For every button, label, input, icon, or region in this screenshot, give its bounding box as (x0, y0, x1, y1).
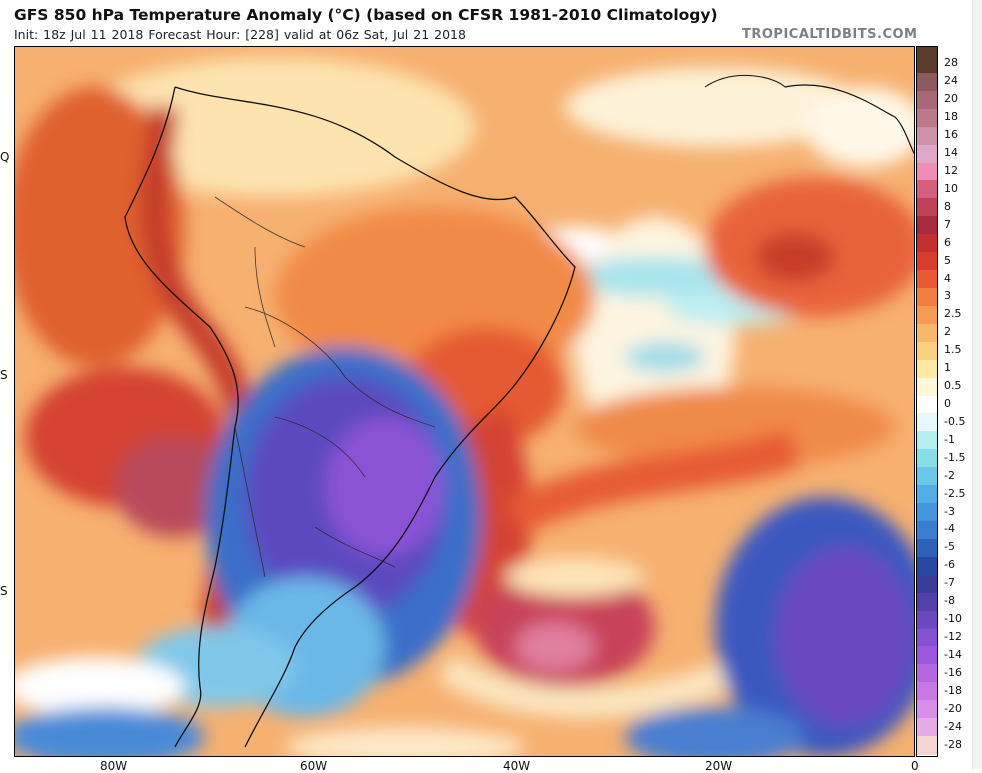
colorbar-label: 2 (944, 325, 951, 339)
colorbar-swatch (917, 574, 937, 594)
lon-label-20w: 20W (705, 759, 733, 773)
colorbar-label: 1.5 (944, 343, 962, 357)
colorbar-swatch (917, 216, 937, 236)
colorbar-swatch (917, 305, 937, 325)
colorbar-swatch (917, 288, 937, 307)
colorbar-label: -5 (944, 540, 955, 554)
colorbar-swatch (917, 144, 937, 164)
colorbar-label: -4 (944, 522, 955, 536)
lat-label-3: S (0, 584, 8, 598)
colorbar-label: -16 (944, 665, 962, 679)
colorbar-label: -7 (944, 576, 955, 590)
forecast-subtitle: Init: 18z Jul 11 2018 Forecast Hour: [22… (14, 27, 466, 42)
colorbar-label: -1 (944, 432, 955, 446)
colorbar-swatch (917, 664, 937, 684)
colorbar-swatch (917, 198, 937, 218)
colorbar-swatch (917, 682, 937, 702)
colorbar-swatch (917, 538, 937, 558)
colorbar-label: -2.5 (944, 486, 966, 500)
lon-label-60w: 60W (300, 759, 328, 773)
colorbar-label: 14 (944, 146, 958, 160)
colorbar-swatch (917, 556, 937, 576)
colorbar-swatch (917, 126, 937, 146)
colorbar-swatch (917, 47, 937, 74)
colorbar-swatch (917, 503, 937, 522)
lon-label-40w: 40W (503, 759, 531, 773)
colorbar-label: 24 (944, 74, 958, 88)
colorbar-swatch (917, 485, 937, 505)
colorbar-swatch (917, 610, 937, 630)
colorbar-labels: 28 24 20 18 16 14 12 10 8 7 6 5 4 3 2.5 2 1.5 1 0.5 0 -0.5 -1… (941, 46, 971, 757)
colorbar-swatch (917, 718, 937, 738)
colorbar-swatch (917, 234, 937, 254)
colorbar-swatch (917, 431, 937, 451)
colorbar-swatch (917, 592, 937, 612)
colorbar-swatch (917, 180, 937, 200)
temperature-anomaly-map (14, 46, 915, 757)
colorbar-swatch (917, 395, 937, 415)
colorbar (916, 46, 938, 757)
colorbar-swatch (917, 323, 937, 343)
colorbar-swatch (917, 341, 937, 361)
colorbar-swatch (917, 377, 937, 397)
colorbar-label: -28 (944, 737, 962, 751)
colorbar-label: 8 (944, 199, 951, 213)
colorbar-label: -8 (944, 594, 955, 608)
colorbar-swatch (917, 162, 937, 182)
colorbar-label: -18 (944, 683, 962, 697)
colorbar-label: 20 (944, 92, 958, 106)
colorbar-label: 4 (944, 271, 951, 285)
colorbar-swatch (917, 646, 937, 666)
window-edge (972, 0, 982, 769)
lat-label-2: S (0, 368, 8, 382)
lon-label-0: 0 (911, 759, 919, 773)
colorbar-label: 16 (944, 128, 958, 142)
colorbar-label: 18 (944, 110, 958, 124)
colorbar-swatch (917, 736, 937, 755)
lat-label-1: Q (0, 150, 10, 164)
colorbar-label: -0.5 (944, 414, 966, 428)
colorbar-label: -12 (944, 630, 962, 643)
colorbar-label: -6 (944, 558, 955, 572)
colorbar-swatch (917, 108, 937, 128)
colorbar-label: 5 (944, 253, 951, 267)
colorbar-swatch (917, 270, 937, 289)
colorbar-swatch (917, 413, 937, 433)
colorbar-swatch (917, 359, 937, 379)
colorbar-swatch (917, 252, 937, 272)
colorbar-label: -10 (944, 612, 962, 626)
colorbar-label: 10 (944, 181, 958, 195)
colorbar-swatch (917, 90, 937, 110)
colorbar-swatch (917, 72, 937, 92)
colorbar-label: -20 (944, 701, 962, 715)
colorbar-label: -1.5 (944, 450, 966, 464)
colorbar-label: -24 (944, 719, 962, 733)
colorbar-label: -2 (944, 468, 955, 482)
colorbar-label: 1 (944, 361, 951, 375)
colorbar-label: 0 (944, 397, 951, 410)
colorbar-label: -14 (944, 647, 962, 661)
colorbar-label: 2.5 (944, 307, 962, 321)
colorbar-label: 3 (944, 289, 951, 303)
colorbar-label: 0.5 (944, 379, 962, 393)
colorbar-swatch (917, 521, 937, 540)
lon-label-80w: 80W (100, 759, 128, 773)
colorbar-label: 28 (944, 56, 958, 70)
colorbar-swatch (917, 700, 937, 720)
chart-title: GFS 850 hPa Temperature Anomaly (°C) (ba… (14, 6, 718, 24)
colorbar-label: -3 (944, 504, 955, 518)
colorbar-swatch (917, 628, 937, 648)
colorbar-label: 7 (944, 217, 951, 231)
colorbar-swatch (917, 467, 937, 487)
colorbar-swatch (917, 449, 937, 469)
colorbar-label: 12 (944, 164, 958, 177)
colorbar-label: 6 (944, 235, 951, 249)
source-credit: TROPICALTIDBITS.COM (742, 27, 918, 42)
